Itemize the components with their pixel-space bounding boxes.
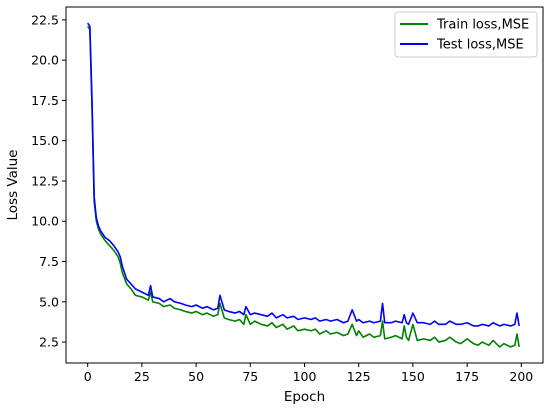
legend-box [394, 11, 538, 58]
x-axis-ticks: 0 25 50 75 100 125 150 175 200 [84, 363, 533, 384]
y-tick-label: 10.0 [31, 214, 59, 229]
x-tick-label: 125 [347, 369, 371, 384]
y-tick-label: 12.5 [31, 173, 59, 188]
x-tick-label: 75 [242, 369, 258, 384]
x-axis-label: Epoch [284, 389, 325, 405]
legend: Train loss,MSE Test loss,MSE [394, 11, 538, 58]
y-tick-label: 7.5 [39, 254, 59, 269]
y-axis-ticks: 2.5 5.0 7.5 10.0 12.5 15.0 17.5 20.0 22.5 [31, 12, 66, 350]
legend-label-train: Train loss,MSE [436, 18, 529, 33]
x-tick-label: 50 [188, 369, 204, 384]
y-tick-label: 15.0 [31, 133, 59, 148]
y-tick-label: 2.5 [39, 335, 59, 350]
test-loss-line [87, 22, 520, 327]
y-tick-label: 22.5 [31, 12, 59, 27]
y-tick-label: 5.0 [39, 294, 59, 309]
x-tick-label: 0 [84, 369, 92, 384]
y-tick-label: 17.5 [31, 93, 59, 108]
plot-lines [87, 22, 520, 348]
y-tick-label: 20.0 [31, 53, 59, 68]
x-tick-label: 25 [134, 369, 150, 384]
train-loss-line [87, 25, 520, 348]
x-tick-label: 175 [455, 369, 479, 384]
y-axis-label: Loss Value [5, 150, 21, 221]
plot-frame [65, 6, 544, 364]
x-tick-label: 200 [509, 369, 533, 384]
x-tick-label: 150 [401, 369, 425, 384]
x-tick-label: 100 [293, 369, 317, 384]
legend-label-test: Test loss,MSE [436, 38, 524, 53]
